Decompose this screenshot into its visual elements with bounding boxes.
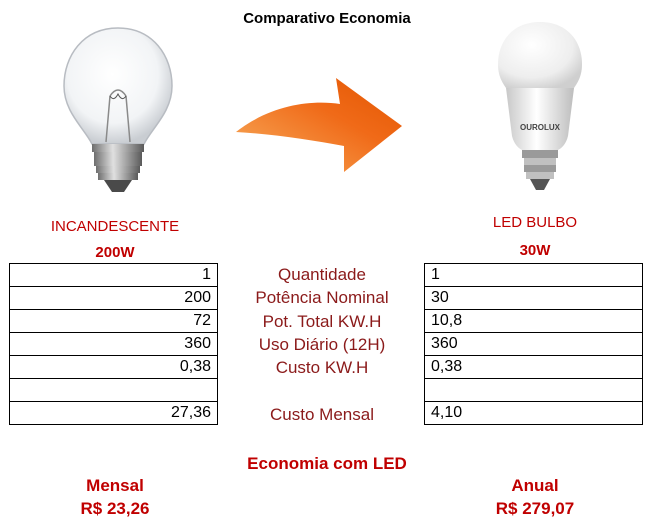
label-custo-kwh: Custo KW.H [275,358,369,377]
led-watt: 30W [519,242,551,259]
monthly-value: R$ 23,26 [80,499,150,518]
table-cell: 1 [9,263,218,287]
incandescent-label: INCANDESCENTE [50,218,180,235]
table-cell: 0,38 [9,355,218,379]
table-cell: 360 [424,332,643,356]
arrow-icon [236,78,402,172]
table-cell: 0,38 [424,355,643,379]
table-cell: 360 [9,332,218,356]
label-potencia-nominal: Potência Nominal [255,288,389,307]
label-uso-diario: Uso Diário (12H) [258,335,386,354]
annual-label: Anual [511,476,559,495]
table-cell: 30 [424,286,643,310]
page-title: Comparativo Economia [243,10,411,27]
monthly-label: Mensal [86,476,144,495]
table-cell: 4,10 [424,401,643,425]
label-pot-total: Pot. Total KW.H [262,312,382,331]
led-brand-label: OUROLUX [520,123,561,132]
led-label: LED BULBO [492,214,578,231]
incandescent-watt: 200W [95,244,135,261]
table-cell: 200 [9,286,218,310]
table-cell [424,378,643,402]
table-cell: 27,36 [9,401,218,425]
label-quantidade: Quantidade [278,265,366,284]
label-custo-mensal: Custo Mensal [270,405,374,424]
table-cell [9,378,218,402]
led-values-table: 1 30 10,8 360 0,38 4,10 [424,263,643,425]
incandescent-bulb-icon [63,27,173,192]
led-bulb-icon: OUROLUX [498,22,582,190]
table-cell: 72 [9,309,218,333]
annual-value: R$ 279,07 [495,499,575,518]
table-cell: 1 [424,263,643,287]
table-cell: 10,8 [424,309,643,333]
incandescent-values-table: 1 200 72 360 0,38 27,36 [9,263,218,425]
economy-heading: Economia com LED [247,454,407,473]
